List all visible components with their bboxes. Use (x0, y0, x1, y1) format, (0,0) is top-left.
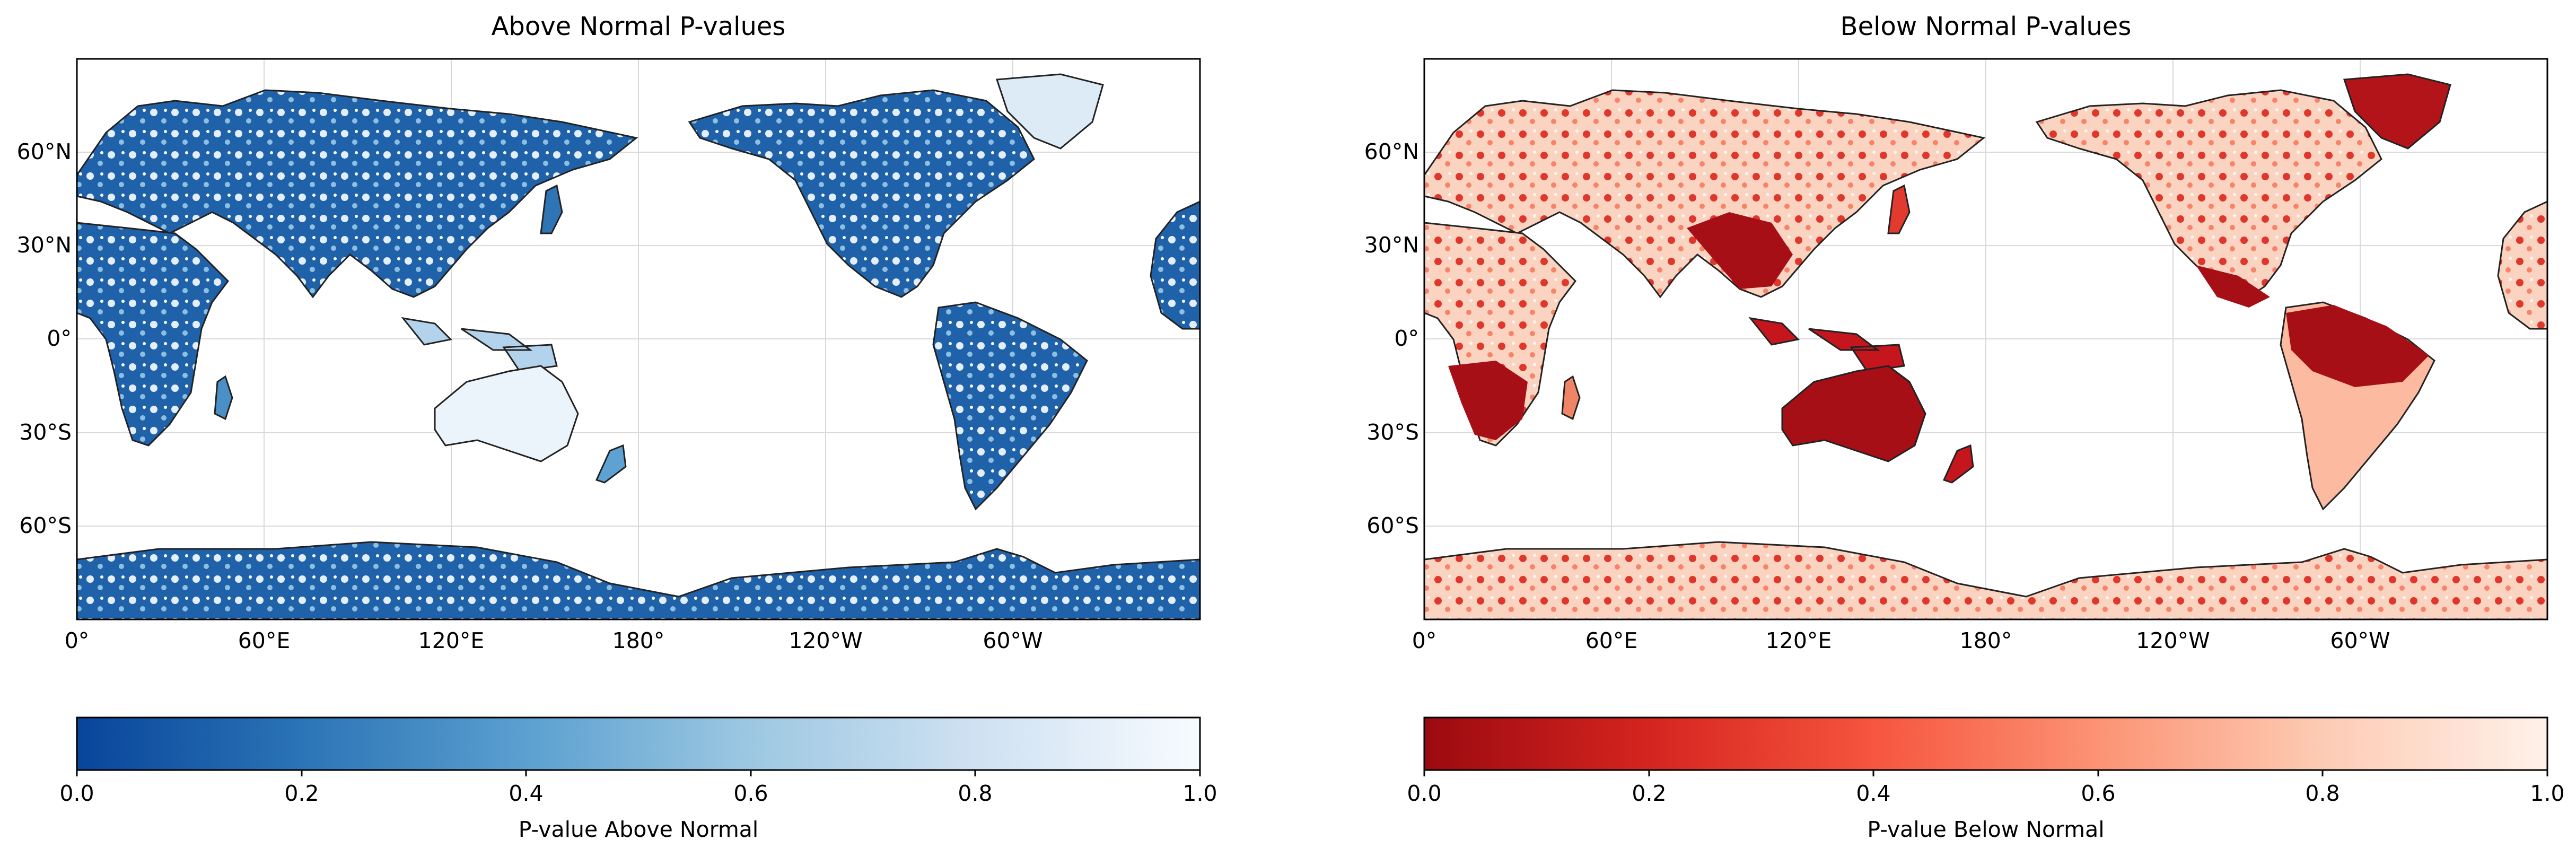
map-panel-below-normal: Below Normal P-values (1364, 12, 2565, 842)
longitude-tick-labels: 0° 60°E 120°E 180° 120°W 60°W (65, 628, 1043, 653)
colorbar-tick-label: 0.4 (1856, 781, 1890, 806)
lat-tick-label: 30°S (19, 419, 72, 445)
map-area (77, 59, 1200, 619)
africa-wrap-landmass (2497, 200, 2547, 330)
japan-landmass (540, 184, 563, 234)
lat-tick-label: 60°S (1366, 513, 1419, 538)
amazon-hotspot (2286, 305, 2429, 387)
lon-tick-label: 120°E (418, 628, 485, 653)
central-america-hotspot (2196, 265, 2270, 308)
lat-tick-label: 60°N (17, 139, 72, 164)
lon-tick-label: 120°E (1766, 628, 1832, 653)
map-frame (76, 58, 1201, 620)
colorbar-tick-label: 0.0 (1407, 781, 1441, 806)
japan-landmass (1887, 184, 1911, 234)
lat-tick-label: 30°S (1366, 419, 1419, 445)
new-zealand-landmass (1942, 444, 1974, 484)
lon-tick-label: 60°W (983, 628, 1042, 653)
lat-tick-label: 60°S (19, 513, 72, 538)
australia-landmass (1781, 365, 1926, 462)
antarctica-landmass (77, 541, 1200, 619)
lat-tick-label: 0° (1394, 326, 1419, 351)
southeast-asia-hotspot (1687, 212, 1793, 289)
africa-landmass (77, 222, 229, 447)
colorbar-tick-label: 1.0 (2530, 781, 2564, 806)
north-america-landmass (2035, 89, 2382, 298)
colorbar-tick-label: 0.6 (733, 781, 768, 806)
colorbar-label: P-value Above Normal (519, 817, 759, 842)
lon-tick-label: 60°E (1585, 628, 1638, 653)
colorbar-tick-label: 0.2 (284, 781, 319, 806)
lon-tick-label: 180° (612, 628, 665, 653)
maritime-southeast-asia (401, 317, 558, 372)
colorbar-tick-label: 1.0 (1182, 781, 1217, 806)
madagascar-landmass (214, 375, 233, 421)
north-america-landmass (688, 89, 1035, 298)
latitude-tick-labels: 60°N 30°N 0° 30°S 60°S (17, 139, 72, 538)
colorbar-tick-label: 0.0 (59, 781, 94, 806)
lon-tick-label: 180° (1960, 628, 2012, 653)
africa-landmass (1424, 222, 1576, 447)
colorbar-label: P-value Below Normal (1867, 817, 2104, 842)
southern-africa-hotspot (1448, 361, 1528, 440)
lon-tick-label: 60°W (2330, 628, 2390, 653)
map-title: Below Normal P-values (1841, 12, 2132, 41)
map-area (1424, 59, 2547, 619)
lon-tick-label: 0° (65, 628, 90, 653)
colorbar: 0.0 0.2 0.4 0.6 0.8 1.0 P-value Above No… (59, 716, 1217, 842)
australia-landmass (434, 365, 579, 462)
colorbar-tick-label: 0.8 (958, 781, 992, 806)
maritime-southeast-asia (1748, 317, 1905, 372)
lon-tick-label: 0° (1412, 628, 1437, 653)
colorbar-tick-label: 0.4 (509, 781, 543, 806)
lat-tick-label: 30°N (1364, 232, 1419, 258)
eurasia-landmass (77, 89, 638, 299)
south-america-landmass (932, 301, 1088, 511)
colorbar: 0.0 0.2 0.4 0.6 0.8 1.0 P-value Below No… (1407, 716, 2565, 842)
colorbar-gradient (1423, 716, 2548, 771)
lat-tick-label: 30°N (17, 232, 72, 258)
map-frame (1423, 58, 2548, 620)
map-panel-above-normal: Above Normal P-values (17, 12, 1217, 842)
lon-tick-label: 120°W (788, 628, 862, 653)
greenland-landmass (2343, 73, 2451, 150)
map-title: Above Normal P-values (492, 12, 786, 41)
lon-tick-label: 120°W (2136, 628, 2210, 653)
new-zealand-landmass (595, 444, 627, 484)
africa-wrap-landmass (1150, 200, 1200, 330)
lon-tick-label: 60°E (238, 628, 291, 653)
madagascar-landmass (1561, 375, 1581, 421)
colorbar-tick-label: 0.2 (1632, 781, 1666, 806)
latitude-tick-labels: 60°N 30°N 0° 30°S 60°S (1364, 139, 1419, 538)
eurasia-landmass (1424, 89, 1986, 299)
lat-tick-label: 0° (47, 326, 72, 351)
colorbar-tick-label: 0.6 (2081, 781, 2115, 806)
longitude-tick-labels: 0° 60°E 120°E 180° 120°W 60°W (1412, 628, 2390, 653)
antarctica-landmass (1424, 541, 2547, 619)
lat-tick-label: 60°N (1364, 139, 1419, 164)
greenland-landmass (995, 73, 1104, 150)
colorbar-tick-label: 0.8 (2305, 781, 2340, 806)
colorbar-gradient (76, 716, 1201, 771)
